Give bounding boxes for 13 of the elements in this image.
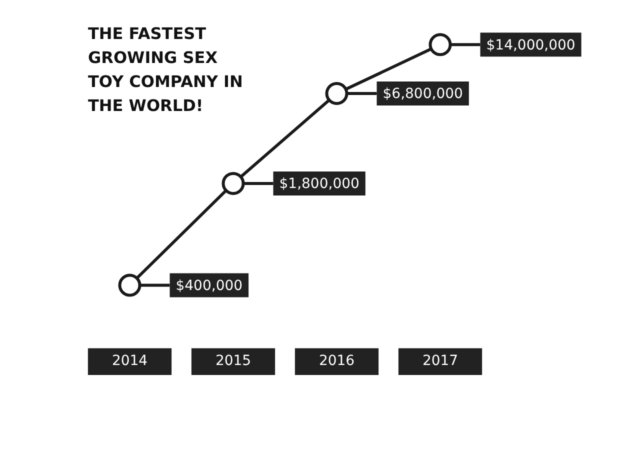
x-tick-label: 2016	[318, 353, 355, 370]
point	[325, 82, 348, 106]
x-tick-label: 2014	[112, 353, 148, 370]
data-label: $14,000,000	[486, 37, 576, 54]
x-tick-label: 2015	[215, 353, 252, 370]
x-tick-label: 2017	[422, 353, 458, 370]
text: THE FASTEST GROWING SEX TOY COMPANY IN THE WORLD!	[88, 23, 244, 117]
data-label: $1,800,000	[279, 176, 360, 192]
data-label: $400,000	[176, 278, 243, 294]
point	[222, 172, 245, 195]
point	[118, 274, 142, 297]
data-label: $6,800,000	[382, 86, 463, 102]
point	[428, 33, 452, 56]
